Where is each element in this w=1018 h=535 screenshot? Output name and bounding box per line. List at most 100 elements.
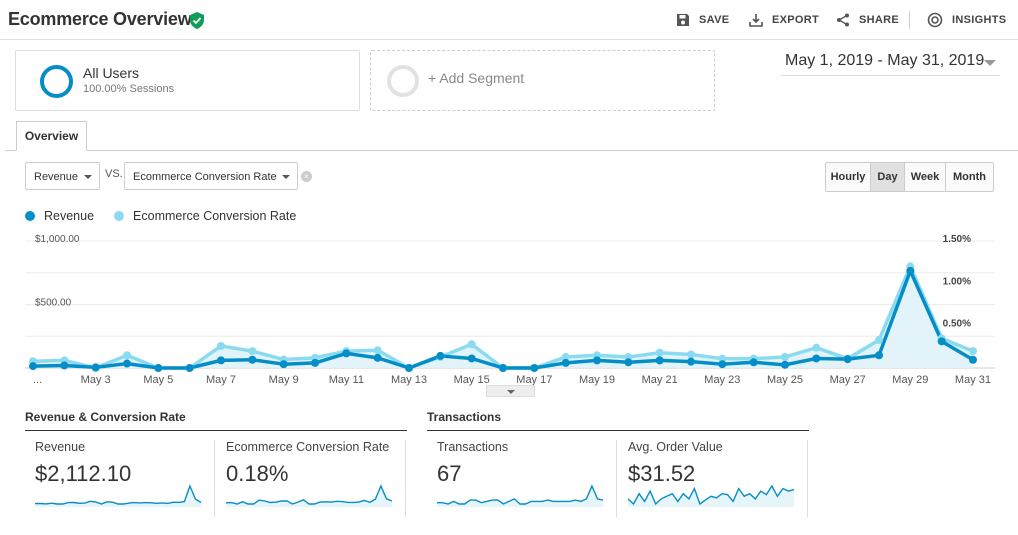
x-tick-label: May 25: [767, 374, 803, 386]
card-label: Ecommerce Conversion Rate: [226, 440, 390, 454]
chart-expand-handle[interactable]: [486, 385, 535, 397]
x-tick-label: May 27: [830, 374, 866, 386]
report-body: All Users 100.00% Sessions + Add Segment…: [5, 40, 1018, 535]
share-button[interactable]: SHARE: [836, 12, 899, 28]
metric-card-transactions[interactable]: Transactions 67: [427, 440, 617, 517]
data-point-conversion: [718, 354, 727, 363]
data-point-conversion: [969, 347, 977, 356]
top-bar: Ecommerce Overview SAVE EXPORT SHARE: [0, 0, 1018, 40]
chart-legend: Revenue Ecommerce Conversion Rate: [25, 209, 316, 223]
metric1-select[interactable]: Revenue: [25, 162, 100, 190]
date-range-picker[interactable]: May 1, 2019 - May 31, 2019: [781, 52, 1000, 76]
data-point-conversion: [655, 348, 664, 357]
export-button[interactable]: EXPORT: [749, 12, 819, 28]
data-point-revenue: [154, 364, 163, 372]
data-point-revenue: [248, 355, 257, 364]
week-button[interactable]: Week: [905, 163, 946, 191]
sparkline: [437, 484, 604, 507]
data-point-revenue: [875, 351, 883, 360]
hourly-button[interactable]: Hourly: [826, 163, 871, 191]
sparkline: [34, 484, 202, 507]
line-chart: $1,000.00 $500.00 1.50% 1.00% 0.50%... May 3 M…: [25, 234, 995, 386]
x-tick-label: May 3: [81, 374, 111, 386]
data-point-conversion: [467, 340, 476, 349]
day-button[interactable]: Day: [871, 163, 905, 191]
data-point-revenue: [373, 353, 382, 362]
segment-sessions: 100.00% Sessions: [83, 83, 175, 95]
data-point-conversion: [123, 351, 131, 360]
x-tick-label: May 9: [269, 374, 299, 386]
tab-divider: [5, 150, 1018, 151]
data-point-revenue: [311, 358, 319, 367]
save-icon: [677, 14, 689, 26]
data-point-conversion: [248, 347, 257, 356]
x-tick-label: May 19: [579, 374, 615, 386]
card-value: $2,112.10: [35, 461, 132, 486]
data-point-conversion: [812, 343, 821, 352]
share-icon: [837, 13, 849, 27]
data-point-revenue: [530, 364, 539, 372]
clear-comparison-icon[interactable]: ×: [301, 171, 312, 182]
x-tick-label: May 21: [642, 374, 678, 386]
legend-revenue[interactable]: Revenue: [25, 209, 94, 223]
date-range-label: May 1, 2019 - May 31, 2019: [785, 52, 985, 69]
metric-card-revenue[interactable]: Revenue $2,112.10: [25, 440, 215, 517]
x-tick-label: May 31: [955, 374, 991, 386]
metric-card-aov[interactable]: Avg. Order Value $31.52: [618, 440, 808, 517]
metric2-select[interactable]: Ecommerce Conversion Rate: [124, 162, 298, 190]
data-point-revenue: [937, 337, 946, 346]
metric-card-conversion[interactable]: Ecommerce Conversion Rate 0.18%: [216, 440, 406, 517]
data-point-revenue: [342, 349, 351, 358]
left-axis-tick: $1,000.00: [35, 234, 80, 245]
card-label: Revenue: [35, 440, 86, 454]
chevron-down-icon: [507, 390, 515, 394]
data-point-revenue: [687, 357, 695, 366]
data-point-revenue: [405, 364, 413, 372]
metric1-value: Revenue: [34, 171, 79, 183]
save-button[interactable]: SAVE: [676, 12, 729, 28]
granularity-toggle: Hourly Day Week Month: [825, 162, 994, 192]
series-line-conversion: [32, 264, 974, 370]
left-axis-tick: $500.00: [35, 298, 72, 309]
data-point-revenue: [655, 356, 664, 365]
legend-revenue-swatch: [25, 211, 35, 221]
data-point-revenue: [185, 364, 194, 372]
data-point-conversion: [217, 341, 225, 350]
data-point-revenue: [718, 360, 727, 369]
export-icon: [749, 14, 763, 27]
save-label: SAVE: [699, 14, 730, 26]
legend-conversion-label: Ecommerce Conversion Rate: [133, 209, 297, 223]
data-point-revenue: [123, 359, 131, 368]
legend-conversion-swatch: [114, 211, 125, 221]
segment-all-users[interactable]: All Users 100.00% Sessions: [15, 50, 360, 111]
tab-overview[interactable]: Overview: [16, 121, 87, 151]
insights-button[interactable]: INSIGHTS: [927, 12, 1006, 28]
data-point-revenue: [60, 361, 69, 370]
right-axis-tick: 1.50%: [943, 234, 971, 245]
data-point-revenue: [781, 360, 789, 369]
sparkline-line: [225, 484, 393, 505]
legend-conversion[interactable]: Ecommerce Conversion Rate: [114, 209, 296, 223]
empty-segment-icon: [387, 65, 419, 97]
insights-icon: [927, 12, 943, 28]
sparkline-line: [627, 484, 795, 506]
segment-ring-icon: [40, 65, 73, 98]
data-point-revenue: [969, 355, 977, 364]
metric2-value: Ecommerce Conversion Rate: [133, 171, 277, 183]
data-point-revenue: [436, 351, 445, 360]
month-button[interactable]: Month: [946, 163, 993, 191]
sparkline-line: [34, 484, 202, 505]
x-tick-label: May 5: [143, 374, 173, 386]
right-axis-tick: 0.50%: [943, 319, 971, 330]
data-point-revenue: [906, 266, 915, 275]
card-value: $31.52: [628, 461, 696, 486]
data-point-conversion: [561, 352, 570, 361]
chevron-down-icon: [282, 175, 290, 179]
data-point-revenue: [467, 354, 476, 363]
add-segment-button[interactable]: + Add Segment: [370, 50, 715, 111]
data-point-revenue: [499, 364, 507, 372]
toolbar-divider: [909, 11, 910, 29]
x-tick-label: ...: [33, 374, 42, 386]
data-point-revenue: [561, 358, 570, 367]
x-tick-label: May 7: [206, 374, 236, 386]
